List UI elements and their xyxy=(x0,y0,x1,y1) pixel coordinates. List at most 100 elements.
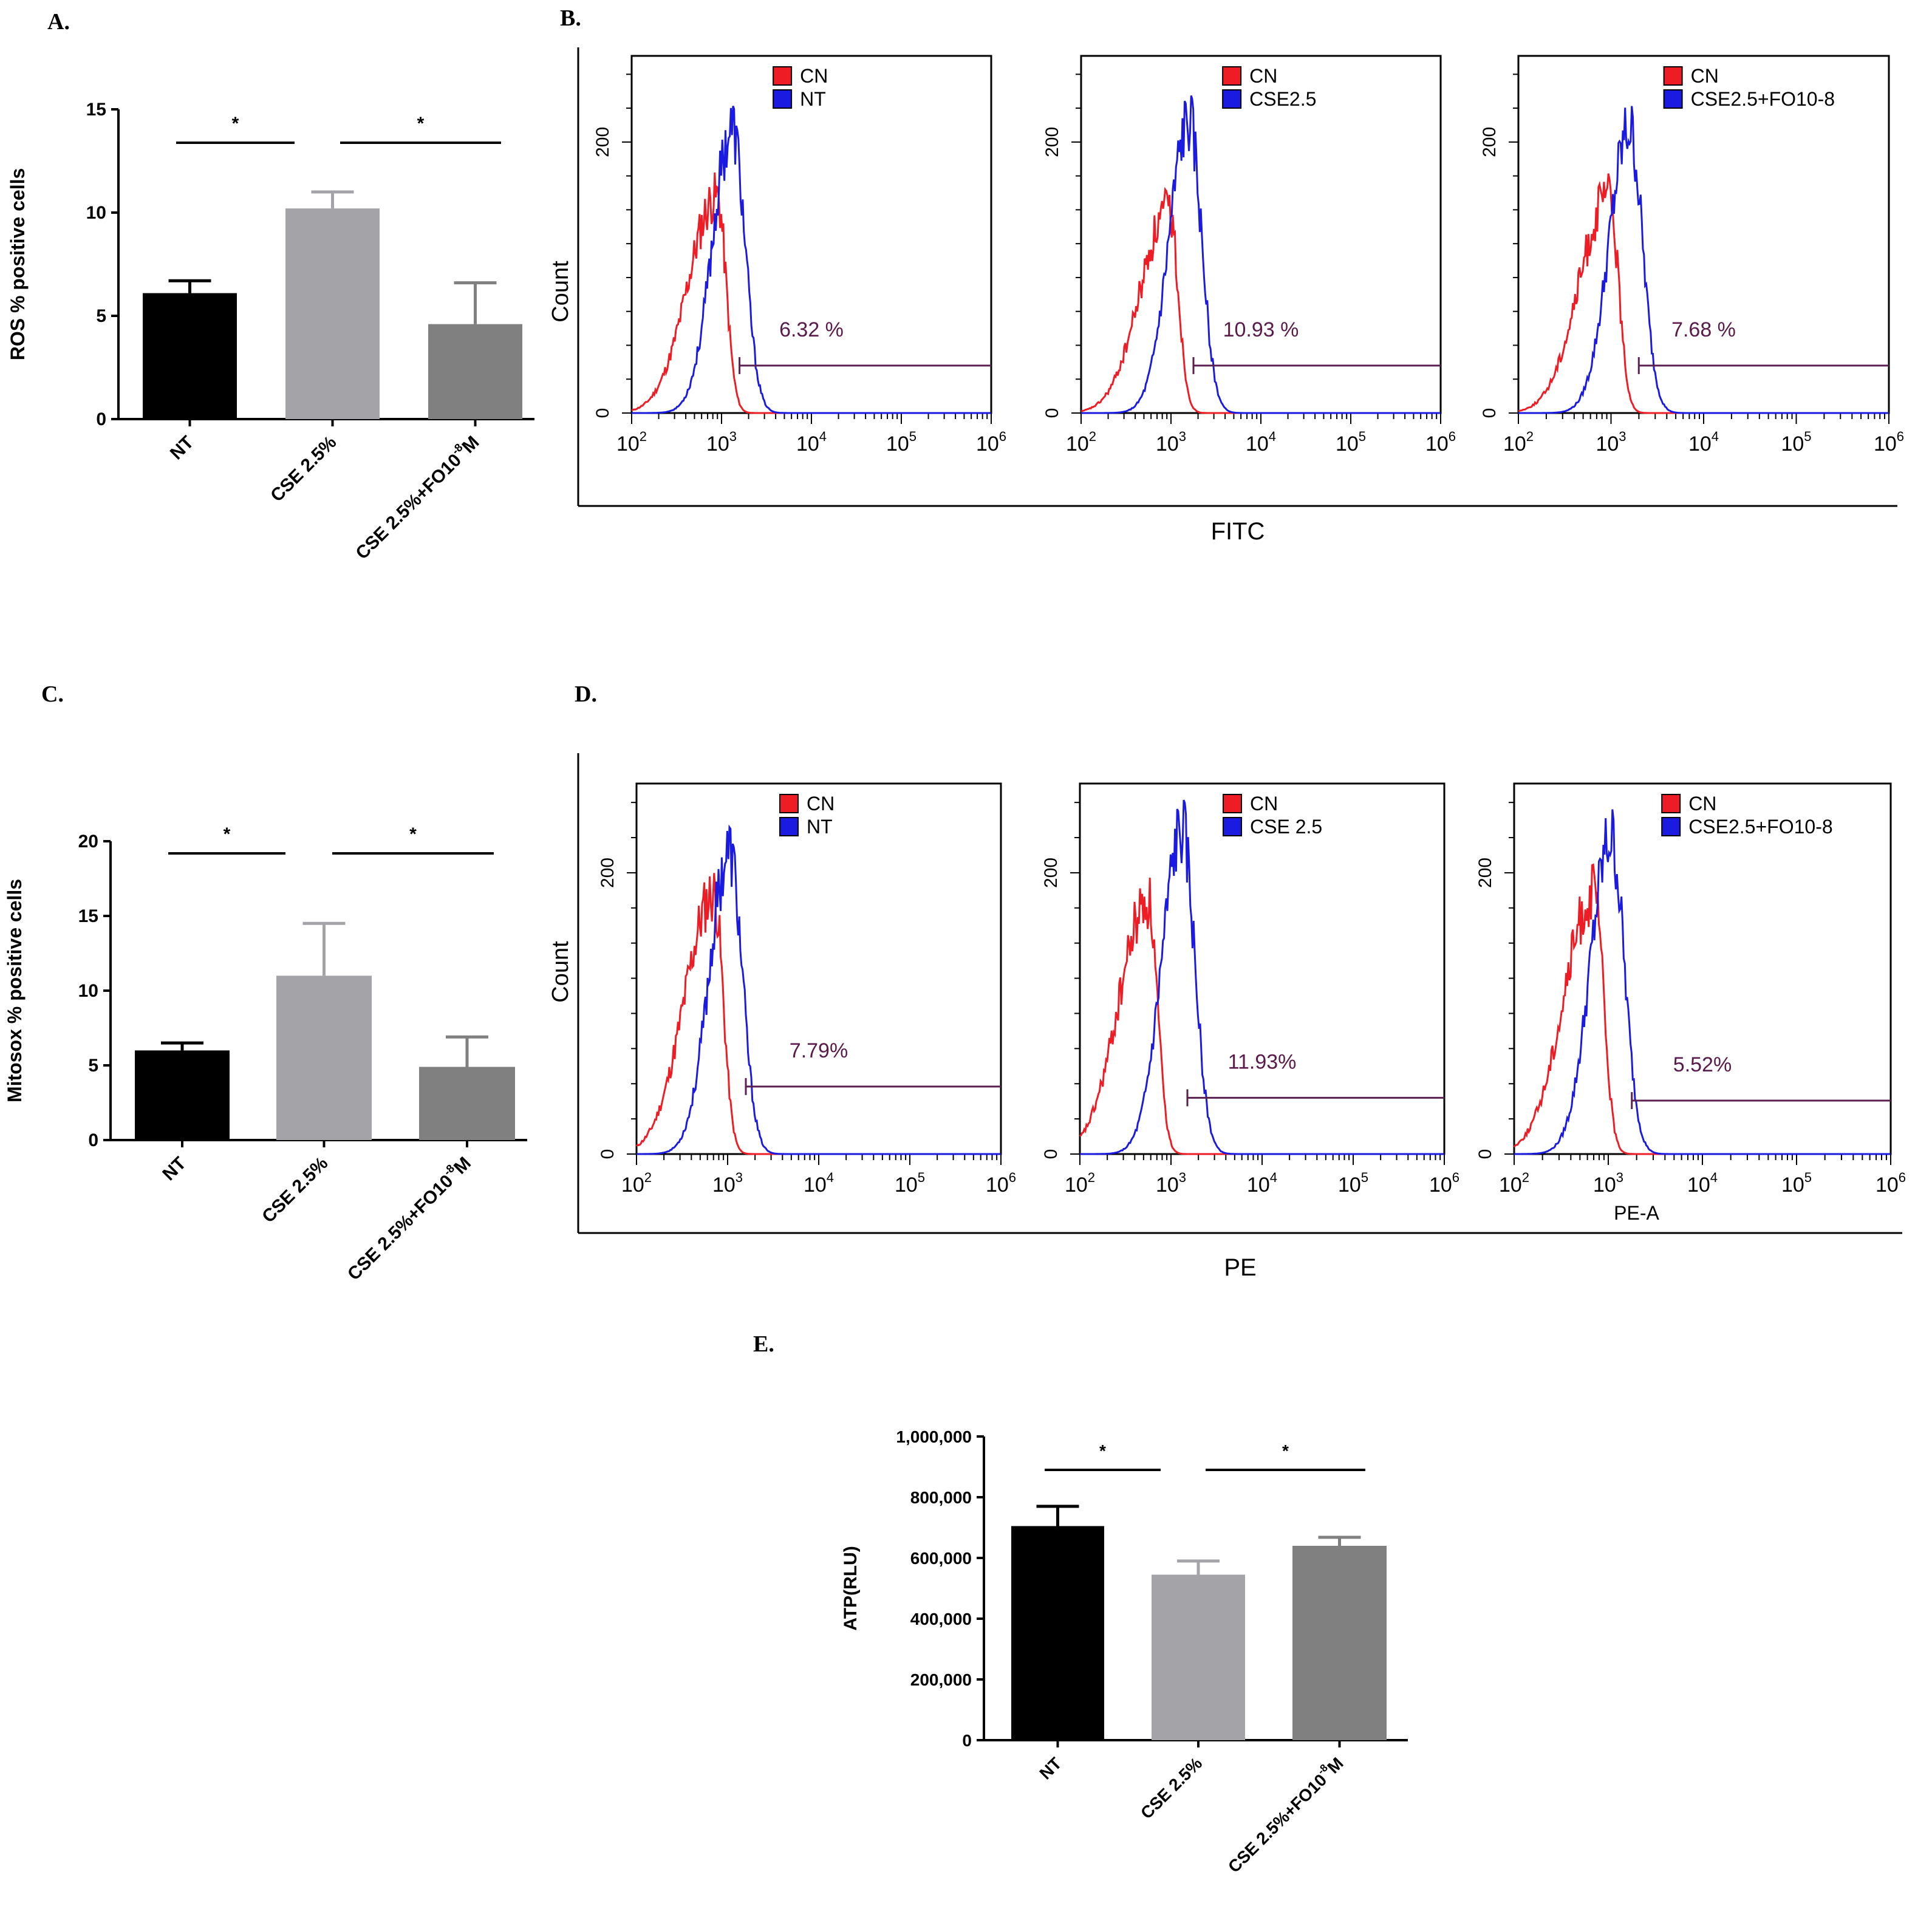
histogram-panel: 0 200 102 103 104 105 106 PE-A 5.52% CNCSE2.5+FO1… xyxy=(1475,782,1906,1224)
bar xyxy=(285,208,380,419)
y-tick-label: 200 xyxy=(598,858,618,888)
bar xyxy=(135,1050,230,1140)
y-tick-label: 0 xyxy=(96,409,106,429)
legend-label-cn: CN xyxy=(1688,793,1716,815)
significance-star: * xyxy=(1282,1441,1289,1460)
significance-star: * xyxy=(409,824,417,844)
y-tick-label: 0 xyxy=(593,408,613,418)
panel-label-e: E. xyxy=(753,1331,774,1357)
bar xyxy=(428,324,522,419)
x-tick-label: 104 xyxy=(1688,429,1719,456)
y-tick-label: 0 xyxy=(962,1731,972,1750)
y-axis-label: Mitosox % positive cells xyxy=(4,879,26,1102)
legend-swatch-cn xyxy=(779,794,799,813)
gate-percentage: 7.68 % xyxy=(1671,318,1736,341)
cn-histogram-line xyxy=(1518,173,1889,414)
x-tick-label: 104 xyxy=(796,429,827,456)
legend-label-sample: CSE2.5+FO10-8 xyxy=(1691,88,1835,110)
legend-swatch-sample xyxy=(1223,817,1242,836)
y-tick-label: 200 xyxy=(1041,858,1061,888)
legend-label-sample: CSE2.5+FO10-8 xyxy=(1688,816,1832,838)
legend-label-sample: CSE 2.5 xyxy=(1250,816,1322,838)
legend-label-cn: CN xyxy=(1250,793,1278,815)
legend-swatch-cn xyxy=(1661,794,1681,813)
x-tick-label: 105 xyxy=(1338,1170,1368,1197)
x-tick-label: 106 xyxy=(1425,429,1456,456)
x-tick-label: CSE 2.5%+FO10-8M xyxy=(350,430,483,564)
x-tick-label: 106 xyxy=(1874,429,1904,456)
legend-label-cn: CN xyxy=(800,65,828,87)
y-tick-label: 200 xyxy=(1042,127,1062,157)
x-tick-label: 102 xyxy=(1066,429,1096,456)
y-tick-label: 200 xyxy=(1475,858,1495,888)
bar xyxy=(276,975,372,1140)
sample-histogram-line xyxy=(1518,106,1889,414)
x-tick-label: 103 xyxy=(712,1170,743,1197)
x-tick-label: 103 xyxy=(1593,1170,1623,1197)
x-tick-label: 106 xyxy=(986,1170,1016,1197)
cn-histogram-line xyxy=(635,873,1001,1155)
legend-swatch-cn xyxy=(1663,66,1683,86)
cn-histogram-line xyxy=(631,172,991,414)
legend-swatch-sample xyxy=(1661,817,1681,836)
plot-box xyxy=(635,782,1002,1155)
y-tick-label: 5 xyxy=(88,1056,98,1076)
bar-chart-E: 0 200,000 400,000 600,000 800,000 1,000,000 AT… xyxy=(841,1427,1408,1876)
y-tick-label: 200 xyxy=(1480,127,1500,157)
x-tick-label: 103 xyxy=(1156,429,1186,456)
x-tick-label: 104 xyxy=(1687,1170,1718,1197)
y-tick-label: 10 xyxy=(86,203,106,223)
legend-swatch-cn xyxy=(1223,794,1242,813)
significance-star: * xyxy=(224,824,231,844)
legend-swatch-sample xyxy=(1222,89,1242,109)
x-tick-label: 106 xyxy=(1429,1170,1459,1197)
cn-histogram-line xyxy=(1080,186,1441,414)
y-tick-label: 5 xyxy=(96,306,106,326)
sample-histogram-line xyxy=(632,105,991,414)
sample-histogram-line xyxy=(1514,809,1891,1155)
y-tick-label: 400,000 xyxy=(910,1610,972,1628)
y-tick-label: 800,000 xyxy=(910,1488,972,1507)
legend-label-cn: CN xyxy=(1249,65,1277,87)
cn-histogram-line xyxy=(1079,878,1444,1155)
x-tick-label: 102 xyxy=(1503,429,1534,456)
y-tick-label: 15 xyxy=(86,100,106,120)
x-tick-label: 103 xyxy=(1156,1170,1186,1197)
bar xyxy=(143,293,237,419)
sample-histogram-line xyxy=(1081,95,1441,414)
gate-percentage: 5.52% xyxy=(1673,1053,1732,1076)
bar xyxy=(1011,1526,1104,1740)
y-tick-label: 600,000 xyxy=(910,1549,972,1568)
y-axis-label: ATP(RLU) xyxy=(841,1546,861,1630)
gate-percentage: 11.93% xyxy=(1228,1050,1297,1073)
bar-chart-C: 0 5 10 15 20 Mitosox % positive cells NT CSE 2.… xyxy=(4,824,527,1285)
legend-label-sample: NT xyxy=(800,88,826,110)
y-tick-label: 0 xyxy=(1480,408,1500,418)
legend-swatch-sample xyxy=(1663,89,1683,109)
x-tick-label: 106 xyxy=(976,429,1006,456)
legend-swatch-sample xyxy=(779,817,799,836)
gate-percentage: 6.32 % xyxy=(779,318,844,341)
x-tick-label: CSE 2.5% xyxy=(1137,1754,1206,1822)
y-axis-label: Count xyxy=(548,941,573,1003)
y-tick-label: 0 xyxy=(88,1130,98,1150)
x-tick-label: 105 xyxy=(1336,429,1366,456)
x-tick-label: 103 xyxy=(1596,429,1626,456)
legend-swatch-cn xyxy=(773,66,793,86)
significance-star: * xyxy=(1099,1441,1106,1460)
y-axis-label: ROS % positive cells xyxy=(7,168,29,361)
x-tick-label: 105 xyxy=(895,1170,925,1197)
y-tick-label: 0 xyxy=(1042,408,1062,418)
gate-percentage: 7.79% xyxy=(790,1039,848,1062)
x-tick-label: 103 xyxy=(706,429,737,456)
x-axis-label: PE xyxy=(1224,1254,1256,1281)
x-tick-label: 102 xyxy=(1065,1170,1095,1197)
legend-swatch-sample xyxy=(773,89,793,109)
x-tick-label: CSE 2.5%+FO10-8M xyxy=(1222,1752,1347,1876)
